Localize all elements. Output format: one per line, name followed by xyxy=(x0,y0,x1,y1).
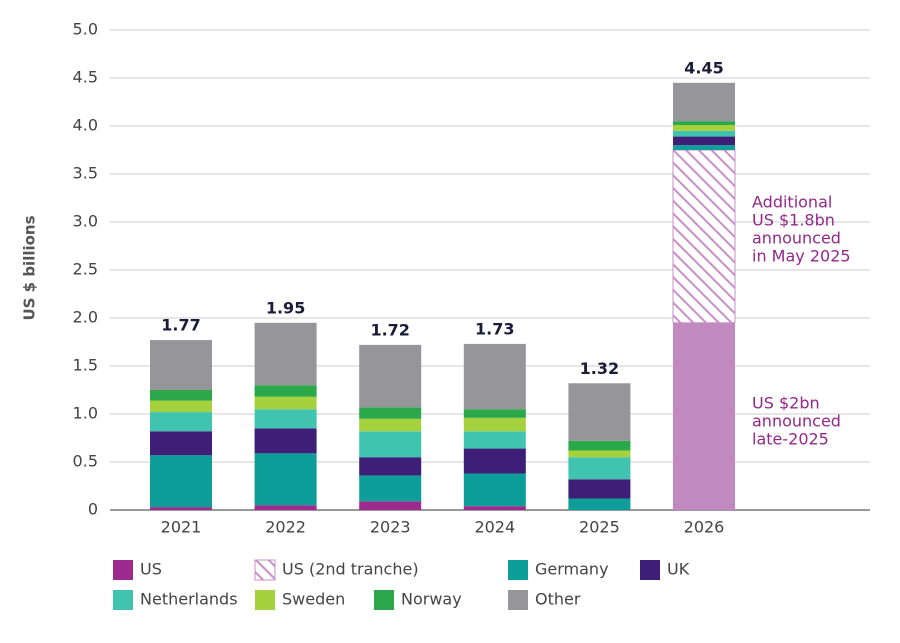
bar-segment xyxy=(463,417,526,432)
bar-segment xyxy=(463,431,526,449)
bar-segment xyxy=(673,125,735,131)
bar-segment xyxy=(359,501,422,510)
x-tick-label: 2023 xyxy=(370,518,411,537)
legend-swatch xyxy=(640,560,660,580)
bar-segment xyxy=(254,385,317,397)
bar-segment xyxy=(568,498,631,510)
bar-segment xyxy=(150,455,212,508)
legend-swatch xyxy=(113,590,133,610)
annotation: in May 2025 xyxy=(752,247,851,266)
legend-swatch xyxy=(113,560,133,580)
x-tick-label: 2021 xyxy=(161,518,202,537)
bar-segment xyxy=(150,340,212,390)
bar-segment xyxy=(673,130,735,137)
y-tick-label: 1.5 xyxy=(73,356,98,375)
bar-segment xyxy=(150,507,212,510)
bar-segment xyxy=(150,400,212,413)
total-label: 1.95 xyxy=(266,298,305,317)
bar-segment xyxy=(359,407,422,419)
legend-swatch xyxy=(254,559,276,581)
annotation: US $1.8bn xyxy=(752,211,835,230)
legend-label: Germany xyxy=(535,560,609,579)
bar-segment xyxy=(568,479,631,499)
legend-swatch xyxy=(508,560,528,580)
bar-segment xyxy=(673,145,735,150)
annotation: late-2025 xyxy=(752,430,829,449)
legend-label: UK xyxy=(667,560,690,579)
bar-segment xyxy=(673,322,735,510)
bar-segment xyxy=(150,431,212,456)
bar-segment xyxy=(568,450,631,458)
x-tick-label: 2026 xyxy=(684,518,725,537)
total-label: 4.45 xyxy=(684,58,723,77)
x-tick-label: 2024 xyxy=(474,518,515,537)
bar-segment xyxy=(463,343,526,410)
legend-label: Norway xyxy=(401,590,462,609)
legend-label: Sweden xyxy=(282,590,345,609)
bar-segment xyxy=(359,457,422,476)
bar-segment xyxy=(254,409,317,429)
total-label: 1.72 xyxy=(370,320,409,339)
bar-segment xyxy=(673,136,735,146)
y-tick-label: 4.5 xyxy=(73,68,98,87)
bar-segment xyxy=(568,457,631,480)
bar-segment xyxy=(150,412,212,432)
legend-label: Netherlands xyxy=(140,590,238,609)
y-tick-label: 4.0 xyxy=(73,116,98,135)
total-label: 1.32 xyxy=(580,359,619,378)
legend-swatch xyxy=(508,590,528,610)
bar-segment xyxy=(359,344,422,408)
bar-segment xyxy=(463,506,526,510)
bar-segment xyxy=(568,383,631,441)
bar-segment xyxy=(254,453,317,506)
y-tick-label: 0.5 xyxy=(73,452,98,471)
bar-segment xyxy=(254,428,317,454)
legend-swatch xyxy=(374,590,394,610)
bar-segment xyxy=(254,322,317,386)
bar-segment xyxy=(673,82,735,122)
legend-label: US xyxy=(140,560,162,579)
x-tick-label: 2022 xyxy=(265,518,306,537)
bar-segment xyxy=(359,475,422,502)
bar-segment xyxy=(463,448,526,474)
bar-segment xyxy=(254,505,317,510)
annotation: Additional xyxy=(752,193,832,212)
bar-segment xyxy=(672,149,736,324)
total-label: 1.77 xyxy=(161,316,200,335)
legend-label: US (2nd tranche) xyxy=(282,560,419,579)
y-tick-label: 5.0 xyxy=(73,20,98,39)
bar-segment xyxy=(150,390,212,401)
x-tick-label: 2025 xyxy=(579,518,620,537)
y-tick-label: 1.0 xyxy=(73,404,98,423)
y-tick-label: 2.0 xyxy=(73,308,98,327)
annotation: US $2bn xyxy=(752,394,820,413)
bar-segment xyxy=(359,418,422,432)
bar-segment xyxy=(673,121,735,126)
legend-label: Other xyxy=(535,590,581,609)
y-tick-label: 3.5 xyxy=(73,164,98,183)
bar-segment xyxy=(568,440,631,451)
y-tick-label: 2.5 xyxy=(73,260,98,279)
bar-segment xyxy=(463,473,526,507)
annotation: announced xyxy=(752,412,841,431)
y-tick-label: 0 xyxy=(88,500,98,519)
bar-segment xyxy=(359,431,422,458)
y-tick-label: 3.0 xyxy=(73,212,98,231)
annotation: announced xyxy=(752,229,841,248)
bar-segment xyxy=(463,409,526,418)
bar-segment xyxy=(254,396,317,410)
total-label: 1.73 xyxy=(475,319,514,338)
legend-swatch xyxy=(255,590,275,610)
y-axis-label: US $ billions xyxy=(21,215,39,320)
